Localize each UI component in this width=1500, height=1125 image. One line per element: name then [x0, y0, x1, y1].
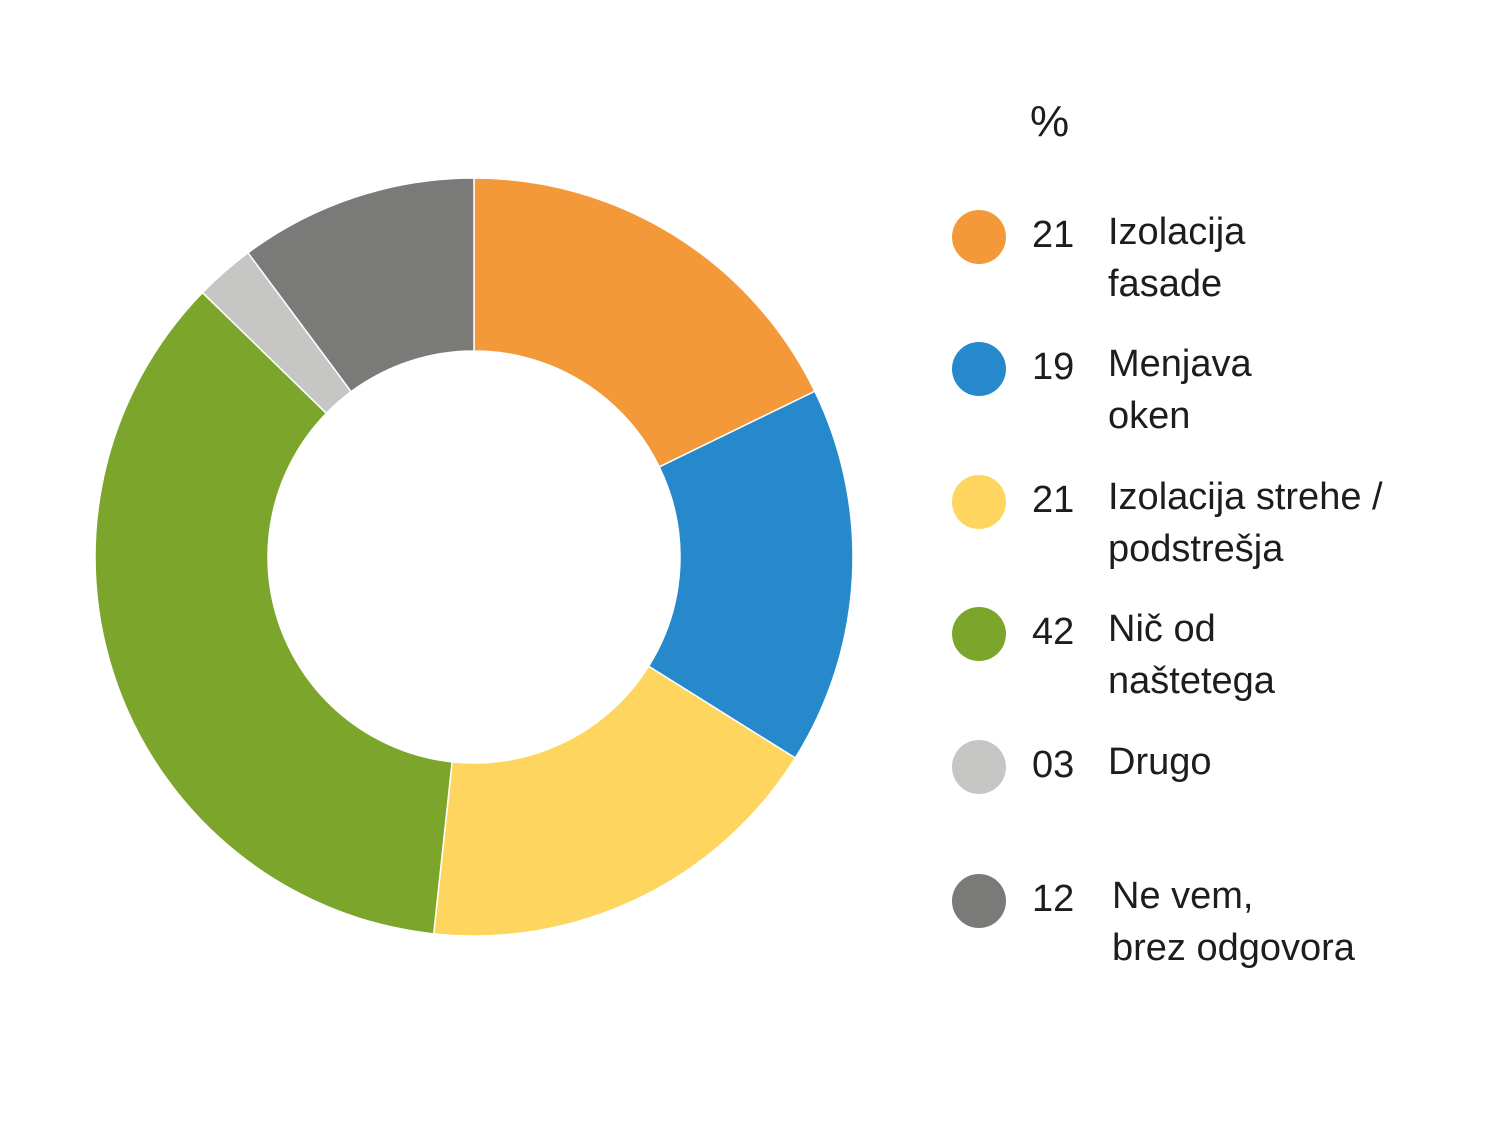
legend-label: Nič od naštetega: [1108, 608, 1275, 702]
donut-slice: [473, 177, 816, 468]
donut-slice: [94, 291, 453, 935]
legend-swatch: [952, 607, 1006, 661]
donut-slice: [432, 665, 797, 937]
donut-slice: [647, 390, 854, 760]
legend-value: 03: [1032, 744, 1075, 786]
legend-label: Izolacija strehe / podstrešja: [1108, 476, 1383, 570]
legend-item: 21 Izolacija fasade: [952, 206, 1472, 316]
legend-swatch: [952, 342, 1006, 396]
legend-value: 21: [1032, 479, 1075, 521]
legend-label: Ne vem, brez odgovora: [1112, 875, 1355, 969]
legend-swatch: [952, 874, 1006, 928]
legend-swatch: [952, 210, 1006, 264]
legend-swatch: [952, 475, 1006, 529]
legend-value: 21: [1032, 214, 1075, 256]
donut-slice: [246, 177, 475, 393]
legend-label: Menjava oken: [1108, 343, 1252, 437]
legend-item: 21 Izolacija strehe / podstrešja: [952, 471, 1472, 581]
legend-item: 03 Drugo: [952, 736, 1472, 846]
legend-label: Drugo: [1108, 741, 1212, 783]
unit-label: %: [1030, 97, 1070, 146]
legend-swatch: [952, 740, 1006, 794]
legend-item: 42 Nič od naštetega: [952, 603, 1472, 713]
legend-value: 19: [1032, 346, 1075, 388]
donut-slices: [94, 177, 854, 937]
legend-value: 12: [1032, 878, 1075, 920]
legend-value: 42: [1032, 611, 1075, 653]
legend-label: Izolacija fasade: [1108, 211, 1246, 305]
legend-item: 12 Ne vem, brez odgovora: [952, 870, 1472, 980]
legend-item: 19 Menjava oken: [952, 338, 1472, 448]
